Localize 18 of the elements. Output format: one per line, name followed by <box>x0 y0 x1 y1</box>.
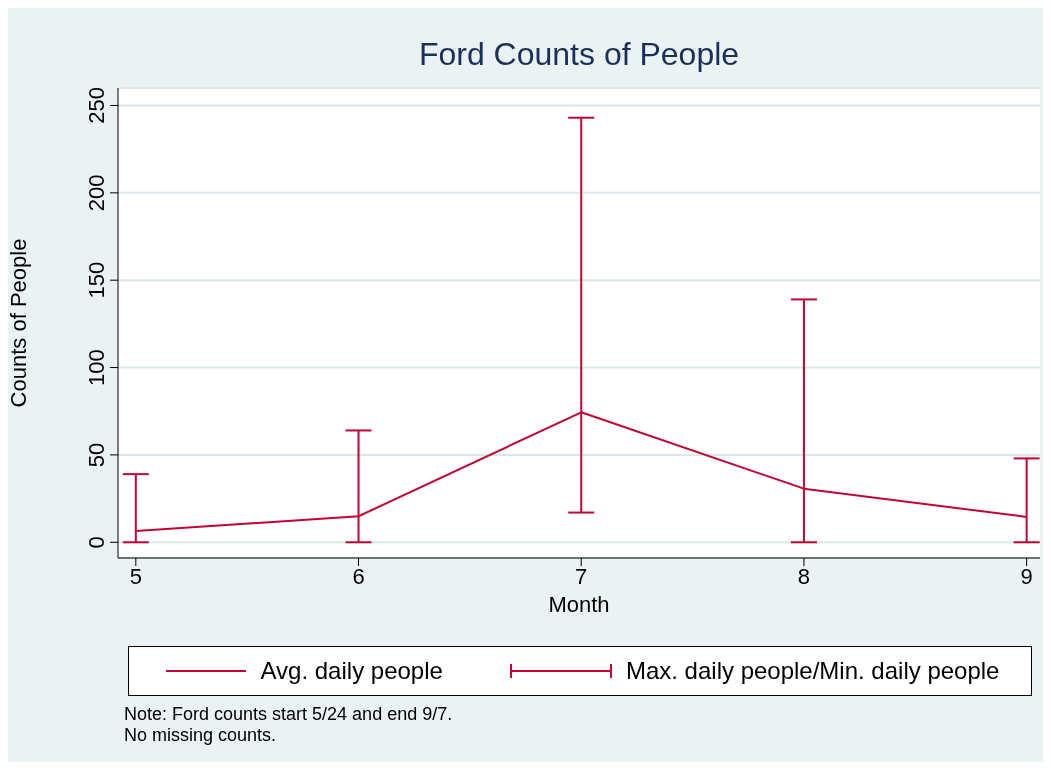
x-tick-label: 9 <box>1020 563 1033 589</box>
y-tick-label: 100 <box>84 349 109 386</box>
x-axis-title: Month <box>548 591 610 617</box>
y-tick-label: 50 <box>84 442 109 468</box>
y-tick-label: 0 <box>84 536 109 549</box>
y-tick-label: 150 <box>84 261 109 299</box>
y-axis-title: Counts of People <box>5 238 31 408</box>
x-tick-label: 7 <box>575 563 588 589</box>
text: No missing counts. <box>124 725 278 746</box>
x-tick-label: 6 <box>352 563 365 589</box>
legend-label: Avg. daily people <box>260 657 443 685</box>
x-tick-label: 5 <box>129 563 142 589</box>
text: Max. daily people/Min. daily people <box>625 657 1000 685</box>
text: Note: Ford counts start 5/24 and end 9/7. <box>124 704 453 725</box>
x-tick-label: 8 <box>797 563 811 589</box>
y-tick-label: 200 <box>84 174 109 212</box>
chart-title: Ford Counts of People <box>417 36 741 73</box>
y-tick-label: 250 <box>84 87 109 124</box>
